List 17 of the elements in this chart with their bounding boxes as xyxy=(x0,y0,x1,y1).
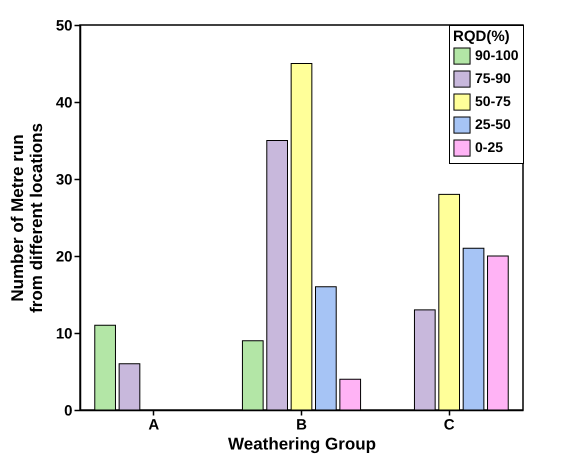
legend-label: 75-90 xyxy=(475,70,512,86)
legend-label: 0-25 xyxy=(475,139,504,155)
y-tick-label: 20 xyxy=(56,248,72,266)
y-axis-title: Number of Metre run from different locations xyxy=(8,123,46,313)
legend-title: RQD(%) xyxy=(453,28,510,45)
legend-label: 25-50 xyxy=(475,116,512,132)
y-tick-label: 0 xyxy=(64,402,72,420)
x-axis-title: Weathering Group xyxy=(228,434,376,454)
y-tick-label: 50 xyxy=(56,18,72,34)
x-tick-label: B xyxy=(296,416,308,434)
y-tick-label: 10 xyxy=(56,326,72,342)
legend-label: 90-100 xyxy=(475,47,519,63)
y-tick-label: 30 xyxy=(56,172,72,188)
x-tick-label: A xyxy=(148,416,160,434)
legend-label: 50-75 xyxy=(475,93,512,109)
y-tick-label: 40 xyxy=(56,94,72,112)
x-tick-label: C xyxy=(444,416,455,434)
